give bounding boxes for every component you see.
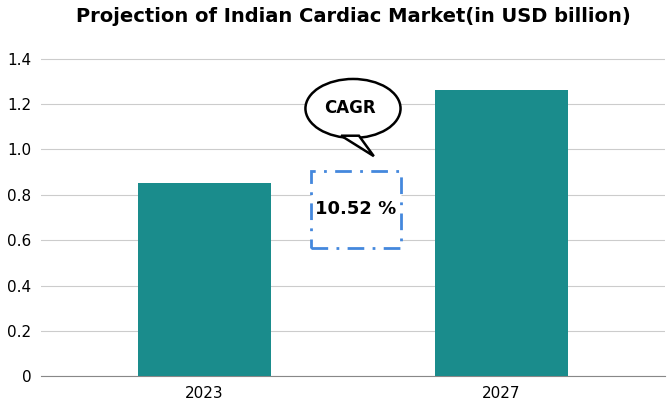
Bar	[435, 90, 569, 376]
Text: CAGR: CAGR	[324, 100, 376, 118]
Text: 10.52 %: 10.52 %	[315, 200, 396, 219]
Polygon shape	[341, 136, 374, 156]
Title: Projection of Indian Cardiac Market(in USD billion): Projection of Indian Cardiac Market(in U…	[76, 7, 630, 26]
Ellipse shape	[306, 79, 401, 138]
FancyBboxPatch shape	[311, 171, 401, 248]
Bar	[138, 183, 271, 376]
